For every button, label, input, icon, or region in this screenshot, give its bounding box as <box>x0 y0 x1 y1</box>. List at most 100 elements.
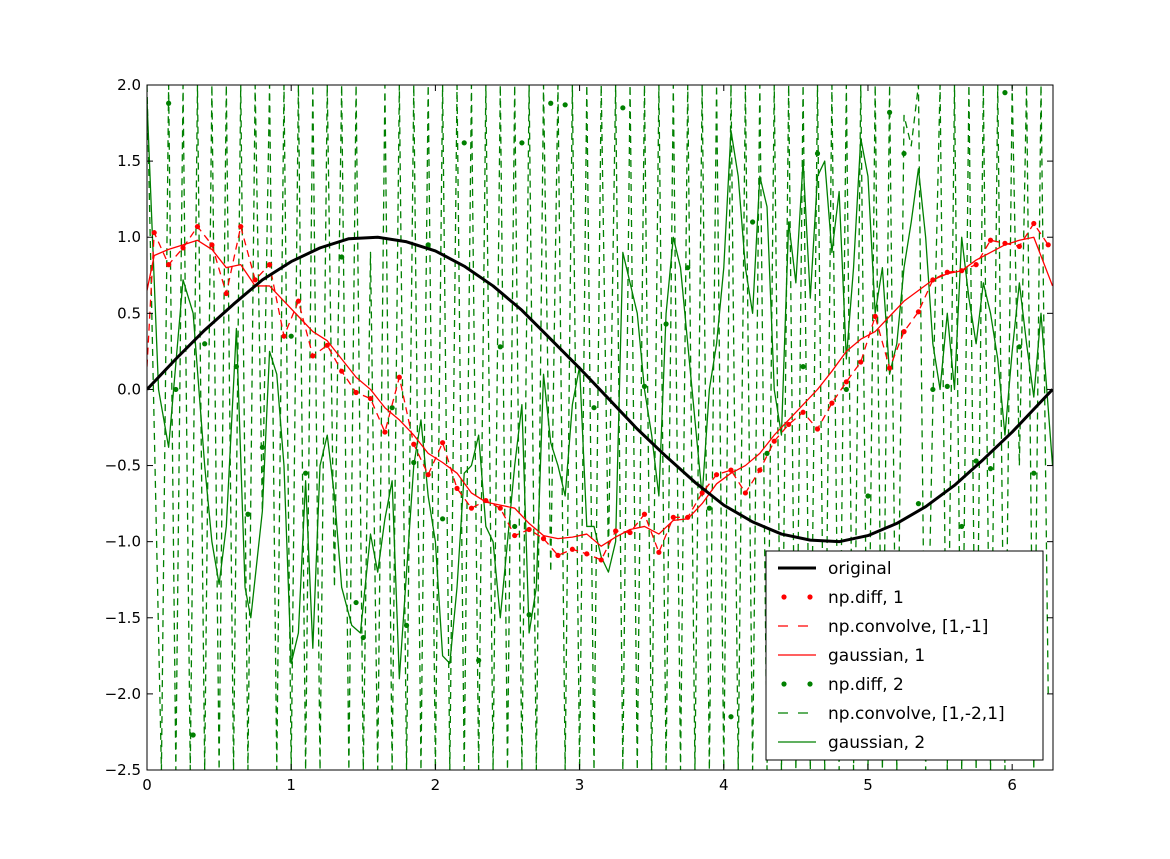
data-point <box>973 262 979 268</box>
data-point <box>360 634 366 641</box>
data-point <box>173 386 179 393</box>
data-point <box>1016 344 1022 350</box>
data-point <box>1002 90 1008 96</box>
data-point <box>930 277 936 283</box>
data-point <box>476 657 482 664</box>
x-tick-label: 1 <box>286 776 296 794</box>
y-tick-label: −1.5 <box>105 609 141 627</box>
data-point <box>526 526 532 533</box>
legend: original np.diff, 1 np.convolve, [1,-1] gau… <box>765 550 1044 761</box>
y-tick-label: −1.0 <box>105 533 141 551</box>
data-point <box>454 485 460 491</box>
data-point <box>223 290 229 297</box>
data-point <box>425 472 431 478</box>
data-point <box>411 459 417 466</box>
data-point <box>151 230 157 236</box>
data-point <box>497 344 503 350</box>
legend-item-np-diff-1: np.diff, 1 <box>781 588 904 608</box>
data-point <box>843 379 849 385</box>
data-point <box>641 511 648 517</box>
data-point <box>353 389 359 396</box>
data-point <box>497 505 503 511</box>
data-point <box>512 523 518 530</box>
data-point <box>166 262 172 268</box>
data-point <box>814 426 821 432</box>
legend-label: np.diff, 2 <box>828 675 904 695</box>
legend-label: gaussian, 2 <box>828 733 925 753</box>
data-point <box>656 549 662 555</box>
data-point <box>252 277 258 283</box>
data-point <box>706 505 712 511</box>
data-point <box>750 219 756 225</box>
data-point <box>728 467 734 473</box>
y-tick-label: −2.0 <box>105 685 141 703</box>
x-tick-label: 2 <box>431 776 441 794</box>
legend-item-original: original <box>778 559 892 579</box>
data-point <box>1045 242 1051 248</box>
data-point <box>959 268 965 274</box>
data-point <box>641 383 648 389</box>
data-point <box>757 467 763 473</box>
data-point <box>613 528 619 534</box>
data-point <box>627 529 633 536</box>
data-point <box>887 365 893 371</box>
data-point <box>202 341 208 347</box>
data-point <box>800 409 806 415</box>
data-point <box>901 150 907 157</box>
legend-marker <box>781 594 787 600</box>
data-point <box>944 383 950 389</box>
data-point <box>396 374 402 380</box>
data-point <box>555 552 561 558</box>
data-point <box>403 622 410 628</box>
data-point <box>814 150 821 157</box>
data-point <box>562 102 568 108</box>
data-point <box>166 100 172 106</box>
data-point <box>685 265 691 271</box>
data-point <box>303 470 309 476</box>
data-point <box>411 441 417 447</box>
y-tick-label: −0.5 <box>105 457 141 475</box>
data-point <box>699 490 705 496</box>
data-point <box>339 254 345 260</box>
data-point <box>959 523 965 530</box>
data-point <box>310 353 316 359</box>
data-point <box>987 466 994 472</box>
data-point <box>468 505 475 511</box>
data-point <box>786 421 792 428</box>
data-point <box>901 329 907 335</box>
data-point <box>461 140 467 146</box>
data-point <box>512 532 518 539</box>
data-point <box>685 514 691 520</box>
data-point <box>245 511 251 517</box>
data-point <box>713 472 720 478</box>
legend-label: np.convolve, [1,-2,1] <box>828 704 1005 724</box>
legend-item-np-convolve-1-1: np.convolve, [1,-1] <box>778 617 988 637</box>
data-point <box>742 490 749 496</box>
legend-item-np-diff-2: np.diff, 2 <box>781 675 904 695</box>
plot-frame <box>146 84 1054 771</box>
x-tick-label: 0 <box>142 776 152 794</box>
data-point <box>259 444 265 450</box>
data-point <box>1031 470 1037 476</box>
data-point <box>843 386 849 393</box>
data-point <box>987 237 994 243</box>
data-point <box>764 450 770 456</box>
data-point <box>944 269 950 275</box>
data-point <box>1016 243 1022 249</box>
y-tick-label: 0.5 <box>117 304 141 322</box>
data-point <box>584 551 590 557</box>
data-point <box>591 405 597 411</box>
data-point <box>915 501 922 507</box>
legend-label: original <box>828 559 892 579</box>
data-point <box>1002 240 1008 246</box>
data-point <box>233 364 239 370</box>
data-point <box>887 109 893 115</box>
data-point <box>440 516 446 522</box>
data-point <box>598 557 604 563</box>
data-point <box>548 100 554 106</box>
data-point <box>382 429 388 435</box>
data-point <box>324 342 330 348</box>
legend-box <box>765 550 1044 761</box>
